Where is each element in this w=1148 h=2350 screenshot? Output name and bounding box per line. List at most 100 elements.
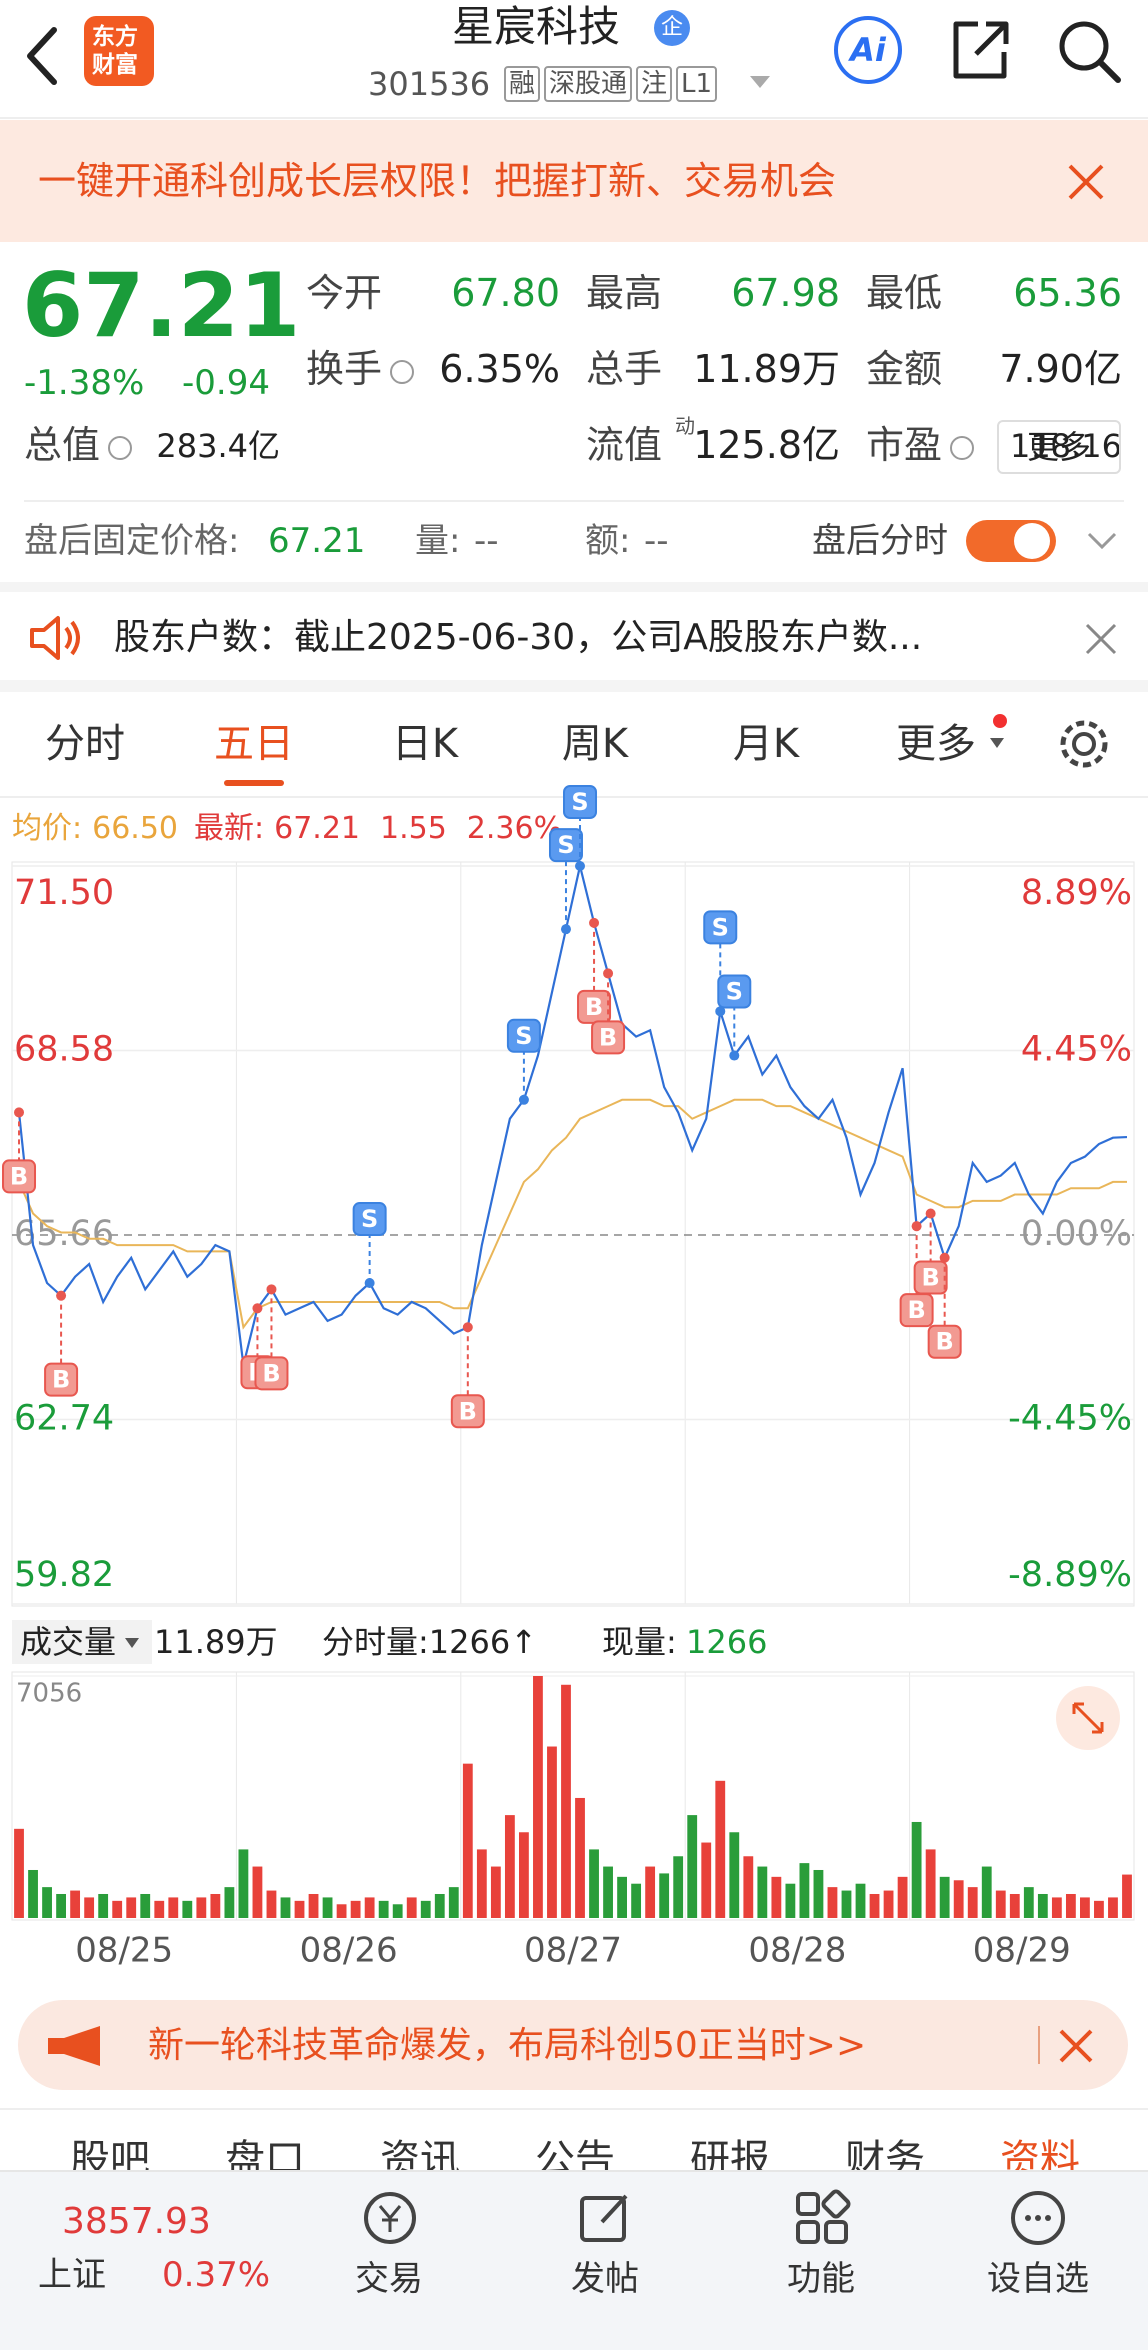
y2-tick-label: 8.89%: [1021, 873, 1132, 913]
divider: [0, 796, 1148, 798]
stock-code: 301536: [368, 65, 491, 103]
close-icon[interactable]: [1066, 162, 1106, 202]
volume-bar: [687, 1815, 698, 1918]
volume-bar: [911, 1821, 922, 1918]
tab[interactable]: 周K: [561, 721, 629, 767]
marker-label: B: [248, 1358, 266, 1386]
toggle[interactable]: [966, 520, 1056, 562]
nav-label[interactable]: 发帖: [571, 2259, 639, 2299]
volume-bar: [84, 1897, 95, 1918]
share-icon[interactable]: [948, 18, 1012, 82]
search-icon[interactable]: [1054, 16, 1124, 86]
index-pct[interactable]: 0.37%: [162, 2255, 271, 2295]
marker-badge: [563, 785, 598, 819]
info-icon[interactable]: [950, 436, 974, 460]
ai-button[interactable]: Ai: [834, 16, 902, 84]
marker-dot: [925, 1208, 936, 1219]
tab[interactable]: 五日: [214, 721, 294, 767]
tab[interactable]: 更多: [896, 721, 976, 767]
trade-icon[interactable]: [360, 2188, 420, 2248]
x-tick-label: 08/29: [973, 1931, 1071, 1971]
close-icon[interactable]: [1084, 622, 1118, 656]
volume-bar: [462, 1763, 473, 1918]
marker-badge: [44, 1362, 79, 1397]
index-name[interactable]: 上证: [38, 2255, 106, 2295]
volume-bar: [1037, 1893, 1048, 1918]
marker-dot: [939, 1252, 950, 1263]
marker-badge: [2, 1159, 37, 1194]
volume-bar: [1094, 1900, 1104, 1918]
tab[interactable]: 分时: [45, 721, 125, 767]
marker-dot: [589, 917, 600, 928]
marker-badge: [450, 1394, 485, 1429]
volume-bar: [841, 1890, 852, 1918]
promo-banner[interactable]: 一键开通科创成长层权限！把握打新、交易机会: [0, 120, 1148, 242]
pe-sup: 动: [675, 414, 695, 438]
marker-badge: [254, 1356, 289, 1391]
volume-bar: [897, 1876, 908, 1918]
marker-dot: [575, 861, 586, 871]
dropdown-icon[interactable]: [748, 72, 772, 92]
stat-label: 最高: [586, 271, 663, 315]
marker-label: B: [599, 1023, 617, 1051]
info-icon[interactable]: [108, 436, 132, 460]
marker-label: B: [921, 1264, 939, 1292]
post-icon[interactable]: [576, 2188, 636, 2248]
nav-label[interactable]: 功能: [787, 2259, 855, 2299]
marker-dot: [518, 1094, 529, 1105]
tab[interactable]: 月K: [732, 721, 800, 767]
notice-text[interactable]: 股东户数：截止2025-06-30，公司A股股东户数...: [114, 617, 923, 658]
tag: 融: [504, 66, 541, 102]
bottom-nav: 3857.93 上证 0.37% 交易 发帖 功能 设自选: [0, 2170, 1148, 2350]
ah-toggle-label: 盘后分时: [812, 521, 948, 561]
toggle-knob: [1014, 523, 1050, 559]
volume-selector[interactable]: 成交量: [12, 1620, 152, 1664]
back-icon[interactable]: [22, 26, 62, 86]
index-value[interactable]: 3857.93: [62, 2201, 211, 2242]
marker-badge: [352, 1202, 387, 1237]
volume-bar: [813, 1869, 824, 1918]
nav-label[interactable]: 设自选: [987, 2259, 1089, 2299]
nav-label[interactable]: 交易: [355, 2259, 423, 2299]
settings-icon[interactable]: [1056, 716, 1112, 772]
function-icon[interactable]: [792, 2188, 852, 2248]
marker-label: S: [726, 978, 743, 1006]
more-button[interactable]: 更多: [997, 420, 1121, 474]
volume-bar: [140, 1893, 151, 1918]
avg-line: [18, 1098, 1127, 1330]
expand-button[interactable]: [1056, 1686, 1120, 1750]
volume-bar: [561, 1684, 571, 1918]
stat-label: 总手: [586, 347, 663, 391]
volume-bar: [589, 1849, 599, 1918]
info-icon[interactable]: [390, 360, 414, 384]
marker-badge: [506, 1018, 541, 1053]
app-logo[interactable]: 东方 财富: [84, 16, 154, 86]
ad-banner[interactable]: 新一轮科技革命爆发，布局科创50正当时>>: [18, 2000, 1128, 2090]
avg-label: 均价:: [12, 811, 83, 846]
volume-bar: [645, 1866, 656, 1918]
volume-bar: [98, 1893, 109, 1918]
tab[interactable]: 日K: [391, 721, 459, 767]
volume-label: 成交量: [20, 1623, 117, 1661]
volume-bar: [757, 1866, 768, 1918]
close-icon[interactable]: [1058, 2028, 1094, 2064]
marker-dot: [462, 1322, 473, 1333]
marker-dot: [364, 1278, 375, 1289]
marker-label: S: [361, 1205, 378, 1233]
volume-bar: [925, 1849, 936, 1918]
marker-badge: [591, 1020, 626, 1055]
watchlist-icon[interactable]: [1008, 2188, 1068, 2248]
volume-bar: [14, 1828, 24, 1918]
chevron[interactable]: [1086, 530, 1118, 552]
volume-bar: [42, 1887, 52, 1918]
volume-bar: [434, 1893, 445, 1918]
divider: [0, 2108, 1148, 2110]
marker-dot: [560, 924, 571, 935]
stat-label: 市盈: [866, 423, 943, 467]
divider: [24, 500, 1124, 502]
volume-bar: [378, 1900, 389, 1918]
y2-tick-label: 4.45%: [1021, 1029, 1132, 1069]
expand-icon: [1072, 1702, 1104, 1734]
volume-bar: [70, 1890, 81, 1918]
stat-value: 6.35%: [439, 347, 560, 391]
